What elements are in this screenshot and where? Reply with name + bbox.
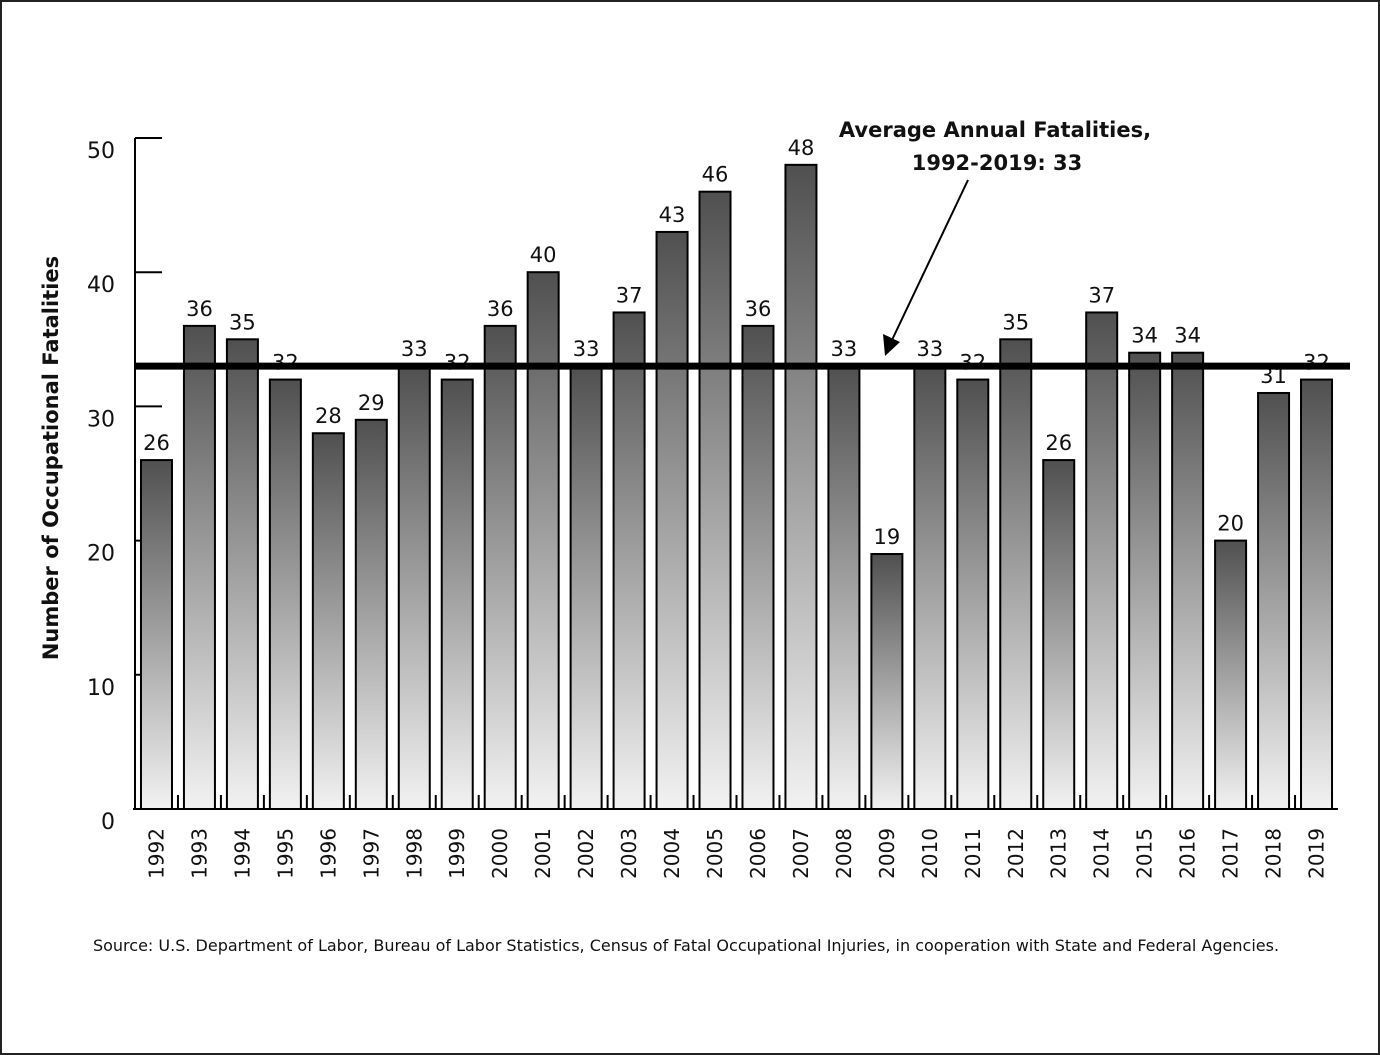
value-label: 33 [831, 337, 858, 361]
value-label: 33 [401, 337, 428, 361]
bar [526, 271, 560, 810]
bar [1300, 378, 1334, 810]
value-label: 36 [186, 297, 213, 321]
x-tick-label: 1995 [273, 828, 297, 879]
y-tick-label: 0 [101, 810, 115, 835]
value-label: 29 [358, 391, 385, 415]
y-tick-label: 20 [87, 542, 115, 567]
value-label: 37 [616, 283, 643, 307]
y-tick-label: 10 [87, 676, 115, 701]
value-label: 34 [1174, 324, 1201, 348]
value-label: 46 [702, 163, 729, 187]
bar [569, 365, 603, 810]
value-label: 32 [959, 351, 986, 375]
bar [784, 163, 818, 810]
x-tick-label: 2009 [875, 828, 899, 879]
value-label: 33 [573, 337, 600, 361]
x-tick-label: 2019 [1305, 828, 1329, 879]
value-label: 40 [530, 243, 557, 267]
x-tick-label: 2018 [1262, 828, 1286, 879]
x-tick-label: 2017 [1219, 828, 1243, 879]
x-tick-label: 2003 [617, 828, 641, 879]
y-axis-label: Number of Occupational Fatalities [39, 256, 63, 660]
bar [698, 190, 732, 810]
x-tick-label: 1993 [187, 828, 211, 879]
value-label: 35 [1002, 310, 1029, 334]
x-tick-label: 1994 [230, 828, 254, 879]
bar [182, 324, 216, 810]
annotation-arrow [891, 179, 969, 341]
bar [612, 311, 646, 810]
x-tick-label: 1992 [144, 828, 168, 879]
bar [1085, 311, 1119, 810]
bar [311, 432, 345, 810]
bar [225, 338, 259, 810]
value-label: 34 [1131, 324, 1158, 348]
annotation: Average Annual Fatalities, [839, 118, 1151, 142]
value-label: 37 [1088, 283, 1115, 307]
x-tick-label: 1999 [445, 828, 469, 879]
bar [483, 324, 517, 810]
value-label: 48 [788, 136, 815, 160]
bar [956, 378, 990, 810]
bar [741, 324, 775, 810]
bar [1171, 351, 1205, 810]
x-tick-label: 2011 [961, 828, 985, 879]
bar [1257, 391, 1291, 810]
value-label: 26 [143, 431, 170, 455]
value-label: 28 [315, 404, 342, 428]
bar [268, 378, 302, 810]
x-tick-label: 2002 [574, 828, 598, 879]
x-tick-label: 2013 [1047, 828, 1071, 879]
x-tick-label: 2007 [789, 828, 813, 879]
bar [139, 459, 173, 810]
bar [999, 338, 1033, 810]
x-tick-label: 1998 [402, 828, 426, 879]
bar [1128, 351, 1162, 810]
value-label: 36 [487, 297, 514, 321]
bar [1042, 459, 1076, 810]
x-tick-label: 2016 [1176, 828, 1200, 879]
y-tick-label: 40 [87, 273, 115, 298]
bar [1214, 539, 1248, 810]
x-tick-label: 2014 [1090, 828, 1114, 879]
arrow-head [883, 334, 900, 356]
value-label: 19 [874, 525, 901, 549]
bar [440, 378, 474, 810]
value-label: 32 [272, 351, 299, 375]
x-tick-label: 2000 [488, 828, 512, 879]
y-tick-label: 30 [87, 407, 115, 432]
annotation: 1992-2019: 33 [912, 151, 1083, 175]
value-label: 36 [745, 297, 772, 321]
y-tick-label: 50 [87, 139, 115, 164]
value-label: 26 [1045, 431, 1072, 455]
x-tick-label: 2005 [703, 828, 727, 879]
bar [870, 553, 904, 811]
bar [827, 365, 861, 810]
x-tick-label: 2001 [531, 828, 555, 879]
x-tick-label: 2010 [918, 828, 942, 879]
bar [913, 365, 947, 810]
x-tick-label: 2012 [1004, 828, 1028, 879]
bar [354, 418, 388, 810]
value-label: 33 [916, 337, 943, 361]
value-label: 32 [1303, 351, 1330, 375]
x-tick-label: 2015 [1133, 828, 1157, 879]
x-tick-label: 1996 [316, 828, 340, 879]
value-label: 32 [444, 351, 471, 375]
x-tick-label: 2006 [746, 828, 770, 879]
x-tick-label: 2004 [660, 828, 684, 879]
value-label: 43 [659, 203, 686, 227]
source-note: Source: U.S. Department of Labor, Bureau… [93, 936, 1279, 955]
x-tick-label: 2008 [832, 828, 856, 879]
value-label: 35 [229, 310, 256, 334]
bar [397, 365, 431, 810]
bar [655, 230, 689, 810]
x-tick-label: 1997 [359, 828, 383, 879]
value-label: 20 [1217, 512, 1244, 536]
